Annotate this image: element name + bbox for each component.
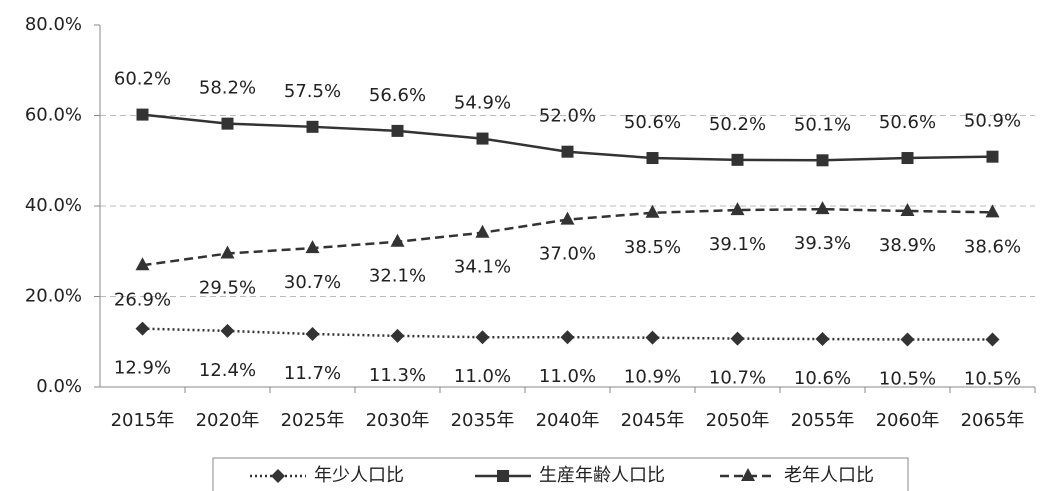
- y-tick-label: 20.0%: [25, 286, 82, 307]
- marker: [741, 468, 755, 481]
- legend-box: [212, 457, 909, 491]
- x-tick-label: 2060年: [876, 410, 940, 431]
- marker: [135, 321, 150, 336]
- marker: [816, 154, 829, 167]
- data-label: 10.6%: [794, 368, 851, 389]
- marker: [561, 145, 574, 158]
- x-tick-label: 2020年: [196, 410, 260, 431]
- data-label: 50.6%: [879, 112, 936, 133]
- marker: [730, 202, 745, 216]
- marker: [985, 332, 1000, 347]
- marker: [220, 323, 235, 338]
- x-tick-label: 2035年: [451, 410, 515, 431]
- data-label: 26.9%: [114, 289, 171, 310]
- marker: [985, 204, 1000, 218]
- data-label: 29.5%: [199, 278, 256, 299]
- marker: [900, 202, 915, 216]
- x-tick-label: 2055年: [791, 410, 855, 431]
- data-label: 50.6%: [624, 112, 681, 133]
- marker: [497, 470, 509, 482]
- marker: [560, 330, 575, 345]
- legend-label: 年少人口比: [314, 465, 404, 486]
- marker: [390, 328, 405, 343]
- data-label: 56.6%: [369, 85, 426, 106]
- marker: [900, 332, 915, 347]
- marker: [391, 124, 404, 137]
- marker: [271, 469, 285, 483]
- marker: [306, 120, 319, 133]
- marker: [560, 211, 575, 225]
- y-tick-label: 40.0%: [25, 195, 82, 216]
- y-tick-label: 60.0%: [25, 105, 82, 126]
- data-label: 39.3%: [794, 233, 851, 254]
- data-label: 12.4%: [199, 360, 256, 381]
- marker: [135, 257, 150, 271]
- data-label: 12.9%: [114, 358, 171, 379]
- marker: [645, 204, 660, 218]
- marker: [901, 152, 914, 165]
- data-label: 11.7%: [284, 363, 341, 384]
- x-tick-label: 2015年: [111, 410, 175, 431]
- x-tick-label: 2030年: [366, 410, 430, 431]
- data-label: 38.9%: [879, 235, 936, 256]
- marker: [815, 332, 830, 347]
- marker: [645, 330, 660, 345]
- marker: [390, 233, 405, 247]
- data-label: 11.0%: [539, 366, 596, 387]
- marker: [986, 150, 999, 163]
- x-tick-label: 2025年: [281, 410, 345, 431]
- data-label: 10.5%: [964, 368, 1021, 389]
- legend-label: 生産年齢人口比: [539, 465, 665, 486]
- data-label: 58.2%: [199, 78, 256, 99]
- x-tick-label: 2050年: [706, 410, 770, 431]
- data-label: 38.6%: [964, 236, 1021, 257]
- data-label: 11.3%: [369, 365, 426, 386]
- data-label: 39.1%: [709, 234, 766, 255]
- marker: [815, 201, 830, 215]
- data-label: 10.5%: [879, 368, 936, 389]
- data-label: 30.7%: [284, 272, 341, 293]
- data-label: 57.5%: [284, 81, 341, 102]
- legend-label: 老年人口比: [784, 465, 874, 486]
- marker: [730, 331, 745, 346]
- x-tick-label: 2040年: [536, 410, 600, 431]
- marker: [221, 117, 234, 130]
- marker: [220, 245, 235, 259]
- data-label: 60.2%: [114, 69, 171, 90]
- data-label: 10.9%: [624, 367, 681, 388]
- marker: [731, 153, 744, 166]
- data-label: 52.0%: [539, 106, 596, 127]
- marker: [136, 108, 149, 121]
- data-label: 34.1%: [454, 257, 511, 278]
- data-label: 50.1%: [794, 114, 851, 135]
- x-tick-label: 2065年: [961, 410, 1025, 431]
- marker: [305, 240, 320, 254]
- y-tick-label: 0.0%: [36, 376, 82, 397]
- data-label: 37.0%: [539, 244, 596, 265]
- marker: [646, 152, 659, 165]
- data-label: 10.7%: [709, 368, 766, 389]
- data-label: 38.5%: [624, 237, 681, 258]
- marker: [475, 330, 490, 345]
- data-label: 50.2%: [709, 114, 766, 135]
- data-label: 11.0%: [454, 366, 511, 387]
- marker: [475, 224, 490, 238]
- x-tick-label: 2045年: [621, 410, 685, 431]
- data-label: 32.1%: [369, 266, 426, 287]
- y-tick-label: 80.0%: [25, 14, 82, 35]
- data-label: 50.9%: [964, 111, 1021, 132]
- marker: [476, 132, 489, 145]
- marker: [305, 327, 320, 342]
- data-label: 54.9%: [454, 93, 511, 114]
